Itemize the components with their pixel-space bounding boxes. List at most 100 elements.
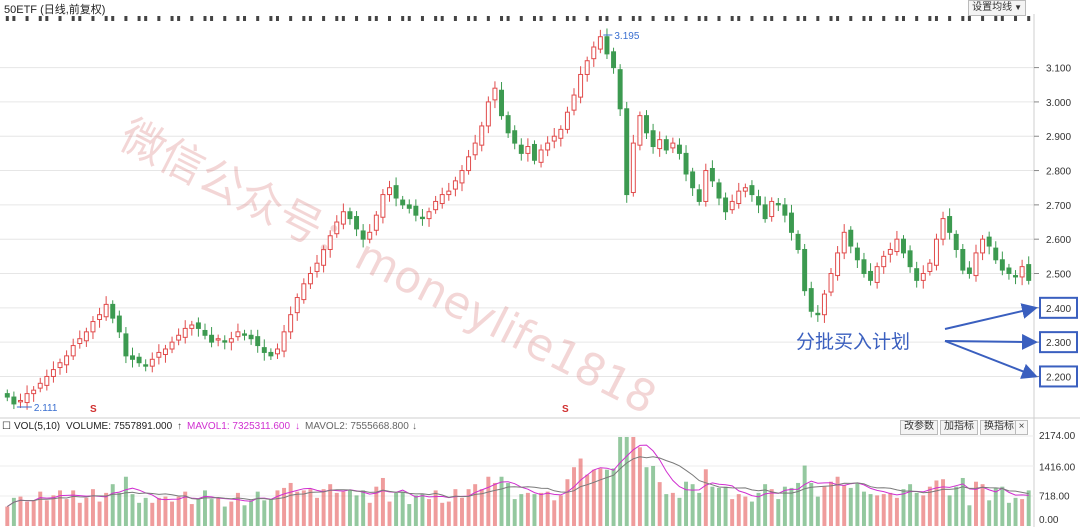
candle-body bbox=[321, 248, 327, 266]
candle-body bbox=[24, 393, 30, 404]
volume-bar bbox=[44, 500, 49, 526]
candle-body bbox=[83, 331, 89, 342]
candle-body bbox=[828, 273, 834, 293]
candle bbox=[176, 328, 182, 346]
candle-body bbox=[736, 190, 742, 204]
candle bbox=[116, 310, 122, 339]
volume-bar bbox=[97, 501, 102, 526]
event-marker bbox=[671, 16, 675, 21]
volume-bar bbox=[137, 502, 142, 526]
event-marker bbox=[223, 16, 227, 21]
volume-bar bbox=[532, 494, 537, 526]
candle bbox=[848, 226, 854, 254]
volume-ma-lines bbox=[7, 444, 1029, 507]
add-indicator-button[interactable]: 加指标 bbox=[940, 420, 978, 435]
candle bbox=[103, 296, 109, 321]
candle bbox=[644, 110, 649, 139]
candle bbox=[301, 278, 307, 304]
candle bbox=[209, 327, 215, 348]
ticker-title: 50ETF (日线,前复权) bbox=[4, 4, 106, 16]
event-marker bbox=[203, 16, 207, 21]
volume-bar bbox=[736, 494, 741, 526]
vol-indicator-name: VOL(5,10) bbox=[14, 421, 61, 432]
candle-body bbox=[162, 348, 168, 355]
candle-body bbox=[222, 340, 228, 343]
batch-buy-annotation: 分批买入计划 bbox=[796, 331, 911, 353]
candle bbox=[24, 385, 30, 410]
candle-body bbox=[70, 345, 76, 357]
candle-body bbox=[545, 142, 551, 151]
close-icon[interactable]: × bbox=[1015, 420, 1028, 435]
chevron-down-icon: ▼ bbox=[1014, 3, 1022, 12]
event-marker bbox=[631, 16, 635, 21]
volume-bar bbox=[572, 467, 576, 526]
candle bbox=[531, 140, 537, 165]
volume-bar bbox=[110, 484, 115, 526]
candle-body bbox=[821, 293, 827, 316]
candle-body bbox=[116, 315, 122, 333]
volume-bar bbox=[1020, 499, 1025, 526]
candle bbox=[637, 111, 643, 151]
candle-body bbox=[419, 216, 425, 220]
candle-body bbox=[202, 329, 208, 336]
annotation-arrow bbox=[944, 333, 1038, 350]
volume-bar bbox=[51, 495, 56, 526]
candle bbox=[947, 208, 953, 240]
settings-ma-button[interactable]: 设置均线 ▼ bbox=[968, 0, 1026, 16]
candle-body bbox=[868, 270, 874, 281]
candle-body bbox=[894, 238, 900, 253]
candle bbox=[703, 163, 709, 207]
candle bbox=[980, 235, 986, 261]
event-marker bbox=[401, 16, 405, 21]
event-marker bbox=[605, 16, 609, 21]
candle-body bbox=[953, 233, 959, 250]
event-marker bbox=[38, 16, 42, 21]
event-marker bbox=[236, 16, 240, 21]
event-marker bbox=[552, 16, 556, 21]
collapse-box-icon[interactable]: ☐ bbox=[2, 421, 11, 432]
volume-bar bbox=[743, 496, 748, 526]
candle-body bbox=[281, 331, 287, 352]
event-marker bbox=[453, 16, 457, 21]
candle-body bbox=[149, 358, 155, 367]
volume-bar bbox=[1026, 490, 1031, 526]
candle bbox=[960, 243, 966, 275]
candle bbox=[274, 343, 280, 359]
event-marker bbox=[506, 16, 510, 21]
candle-body bbox=[64, 355, 70, 366]
arrow-down-icon: ↓ bbox=[412, 421, 417, 432]
event-marker bbox=[256, 16, 260, 21]
candle bbox=[485, 96, 491, 134]
event-marker bbox=[849, 16, 853, 21]
volume-bar bbox=[367, 502, 372, 526]
candle-body bbox=[307, 273, 313, 285]
event-marker bbox=[355, 16, 359, 21]
volume-bar bbox=[216, 497, 221, 526]
candle-body bbox=[881, 255, 887, 268]
volume-bar bbox=[90, 489, 95, 526]
volume-bar bbox=[980, 484, 985, 526]
volume-bar bbox=[282, 487, 287, 526]
volume-bar bbox=[710, 486, 715, 526]
volume-bar bbox=[875, 495, 880, 526]
candle bbox=[367, 224, 373, 244]
switch-indicator-button[interactable]: 换指标 bbox=[980, 420, 1018, 435]
price-tick-label: 2.400 bbox=[1046, 304, 1071, 315]
candle-body bbox=[617, 69, 623, 110]
candle-body bbox=[782, 204, 788, 216]
candle bbox=[459, 165, 465, 192]
candle bbox=[769, 197, 775, 222]
volume-bar bbox=[769, 489, 774, 526]
volume-bar bbox=[433, 490, 438, 526]
event-marker bbox=[473, 16, 477, 21]
candle-body bbox=[973, 252, 979, 277]
change-params-button[interactable]: 改参数 bbox=[900, 420, 938, 435]
candle-body bbox=[176, 334, 182, 341]
event-marker bbox=[651, 16, 655, 21]
candle-body bbox=[676, 144, 682, 154]
candle bbox=[130, 347, 135, 368]
candle bbox=[973, 244, 979, 282]
volume-bar bbox=[255, 491, 260, 526]
event-marker bbox=[895, 16, 899, 21]
candle-body bbox=[571, 94, 577, 111]
